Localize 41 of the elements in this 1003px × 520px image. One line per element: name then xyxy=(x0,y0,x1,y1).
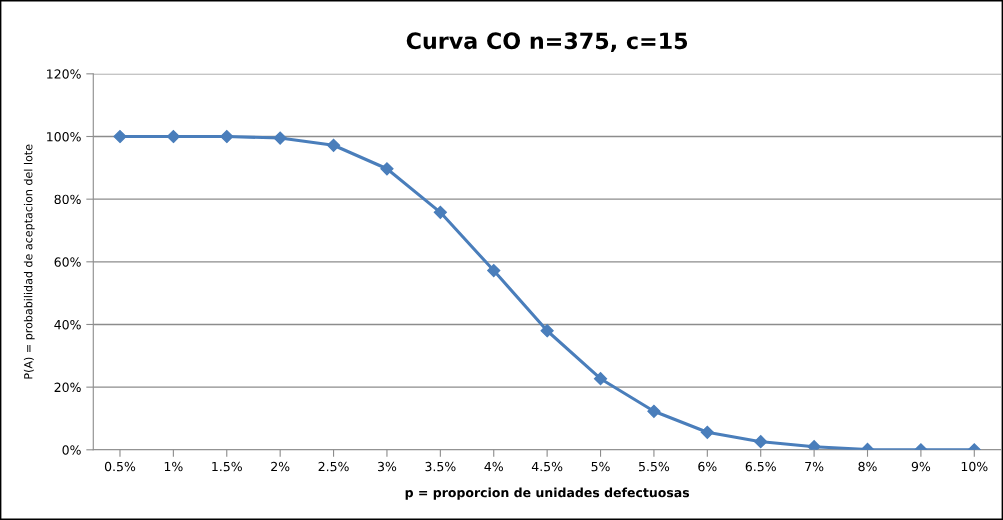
point xyxy=(166,129,180,144)
point xyxy=(326,138,341,152)
x-tick-label: 6.5% xyxy=(745,461,776,472)
y-tick-label: 100% xyxy=(47,131,81,142)
point xyxy=(220,129,234,144)
y-tick-label: 40% xyxy=(54,319,81,330)
x-tick-label: 1.5% xyxy=(212,461,242,472)
x-tick-label: 4% xyxy=(484,461,503,472)
x-tick-label: 7% xyxy=(805,461,824,472)
x-tick-label: 6% xyxy=(698,461,717,472)
x-tick-label: 8% xyxy=(858,461,877,472)
point xyxy=(807,440,821,450)
x-tick-label: 9% xyxy=(911,461,931,472)
x-tick-label: 10% xyxy=(961,461,988,472)
x-tick-label: 2% xyxy=(271,461,290,472)
point xyxy=(647,404,661,418)
y-tick-label: 0% xyxy=(62,445,81,455)
y-tick-label: 20% xyxy=(54,382,81,393)
point xyxy=(540,324,554,338)
x-tick-label: 5.5% xyxy=(639,461,670,472)
point xyxy=(700,425,714,439)
x-tick-label: 3% xyxy=(377,461,397,472)
x-tick-label: 3.5% xyxy=(425,461,456,472)
chart-title: Curva CO n=375, c=15 xyxy=(406,32,688,52)
point xyxy=(113,129,127,144)
point xyxy=(433,205,447,219)
point xyxy=(593,372,608,386)
x-tick-label: 1% xyxy=(164,461,183,472)
point xyxy=(487,264,501,278)
y-tick-label: 120% xyxy=(47,69,81,79)
point xyxy=(380,162,394,176)
x-tick-label: 0.5% xyxy=(104,461,136,472)
y-tick-label: 80% xyxy=(54,194,81,205)
point xyxy=(754,435,768,449)
x-tick-label: 5% xyxy=(591,461,610,472)
x-axis-title: p = proporcion de unidades defectuosas xyxy=(405,487,690,500)
x-tick-label: 4.5% xyxy=(531,461,563,472)
y-tick-label: 60% xyxy=(54,257,81,267)
point xyxy=(273,131,287,145)
x-tick-label: 2.5% xyxy=(318,461,349,472)
y-axis-title: P(A) = probabilidad de aceptacion del lote xyxy=(23,144,35,379)
